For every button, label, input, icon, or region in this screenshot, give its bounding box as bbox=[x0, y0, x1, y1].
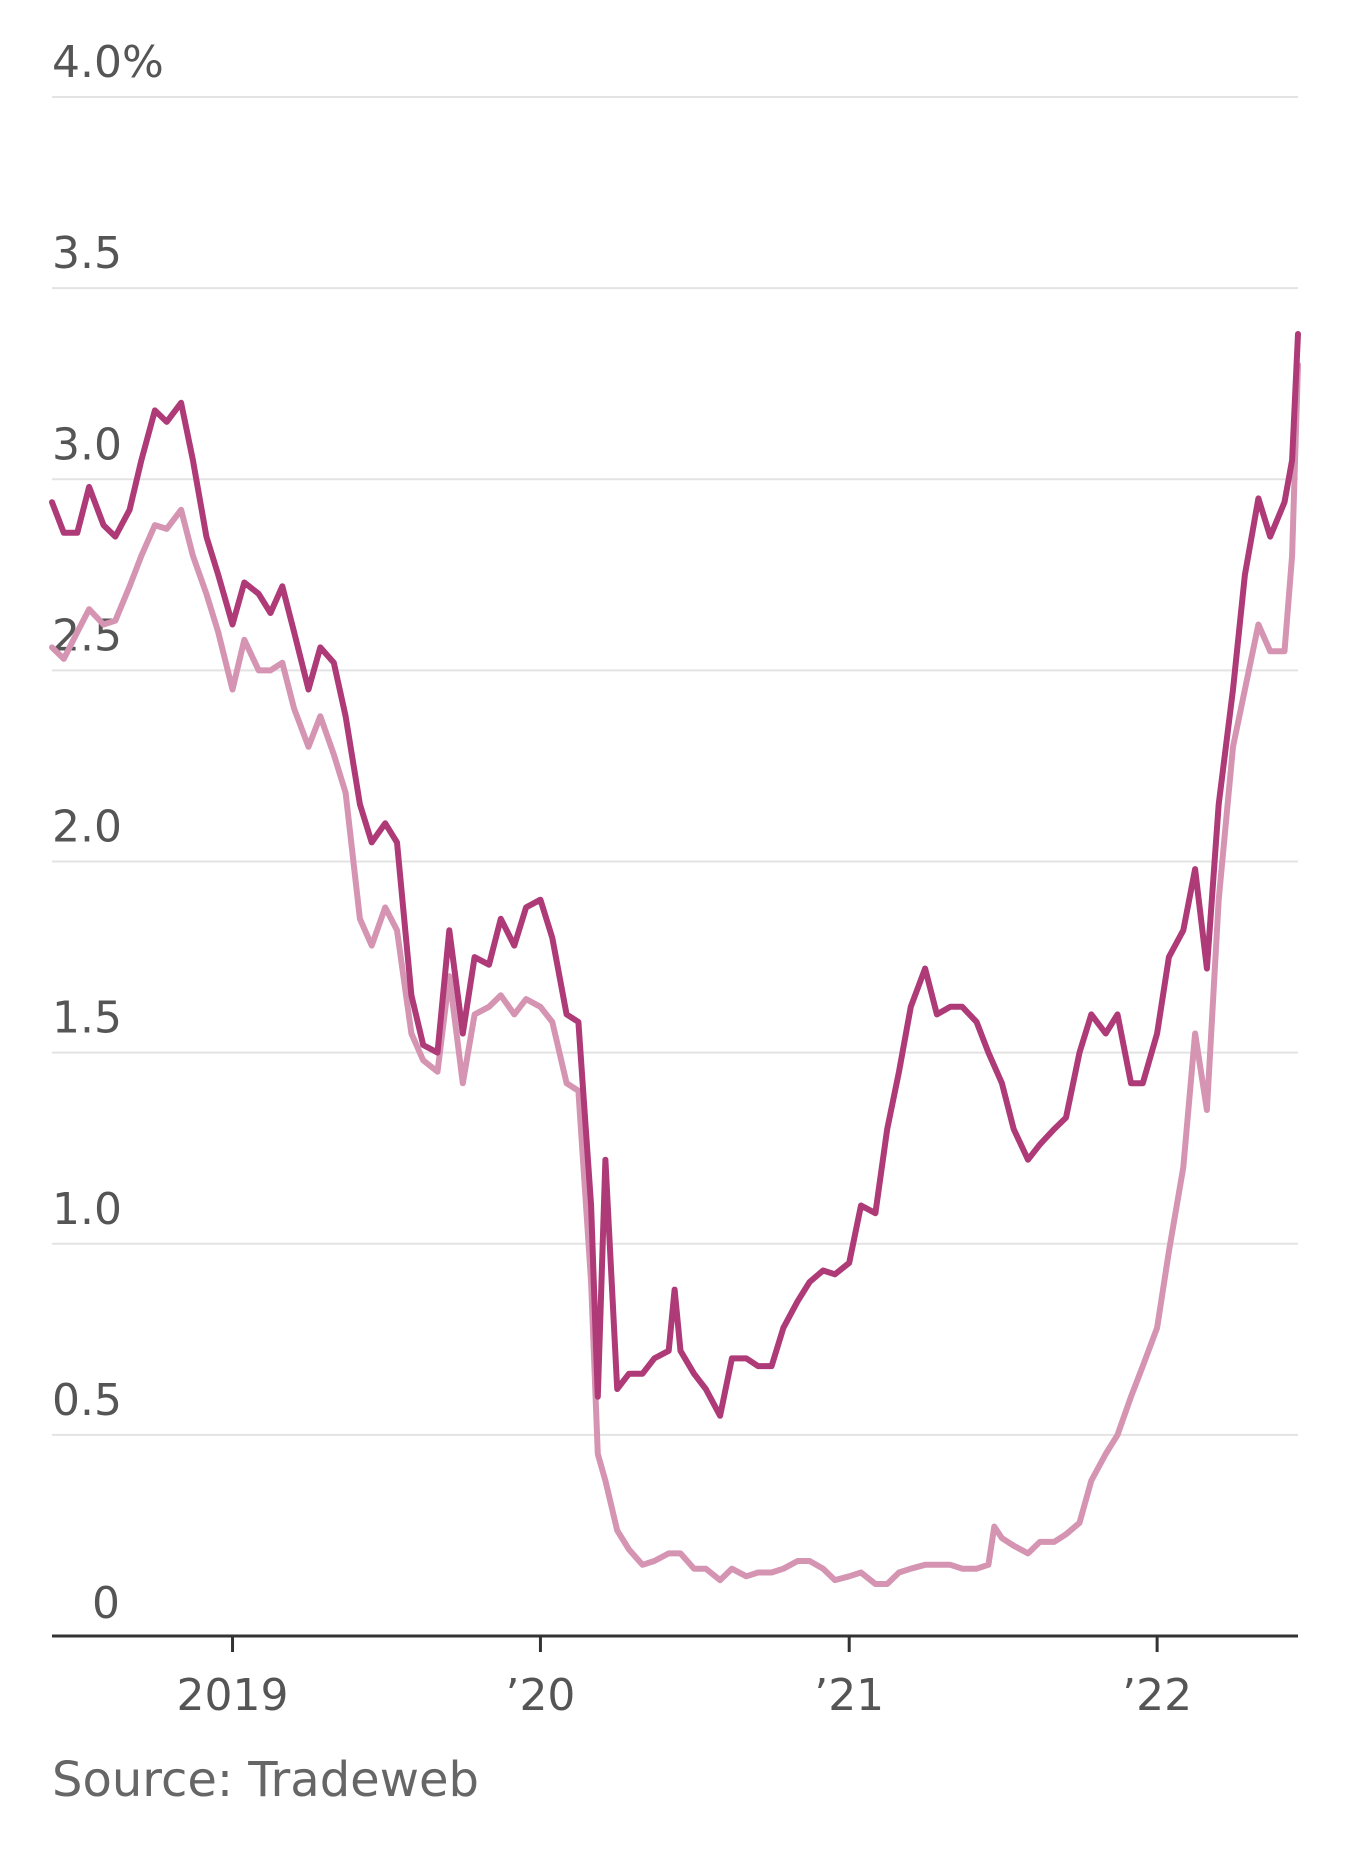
x-tick-label: 2019 bbox=[177, 1670, 289, 1721]
x-tick-label: ’21 bbox=[814, 1670, 884, 1721]
gridlines bbox=[52, 96, 1298, 1436]
x-axis-ticks: 2019 ’20 ’21 ’22 bbox=[177, 1636, 1192, 1721]
y-axis-labels: 4.0%3.53.02.52.01.51.00.50 bbox=[52, 37, 164, 1629]
y-tick-label: 0.5 bbox=[52, 1375, 122, 1426]
series-line bbox=[49, 331, 1301, 1419]
y-tick-label: 2.0 bbox=[52, 802, 122, 853]
series-line bbox=[49, 361, 1301, 1587]
y-tick-label: 3.0 bbox=[52, 419, 122, 470]
y-tick-label: 1.0 bbox=[52, 1184, 122, 1235]
y-tick-label: 4.0% bbox=[52, 37, 164, 88]
y-tick-label: 0 bbox=[92, 1578, 120, 1629]
x-tick-label: ’20 bbox=[505, 1670, 575, 1721]
x-tick-label: ’22 bbox=[1122, 1670, 1192, 1721]
y-tick-label: 1.5 bbox=[52, 993, 122, 1044]
y-tick-label: 3.5 bbox=[52, 228, 122, 279]
source-note: Source: Tradeweb bbox=[52, 1752, 479, 1808]
series-lines bbox=[49, 331, 1301, 1587]
